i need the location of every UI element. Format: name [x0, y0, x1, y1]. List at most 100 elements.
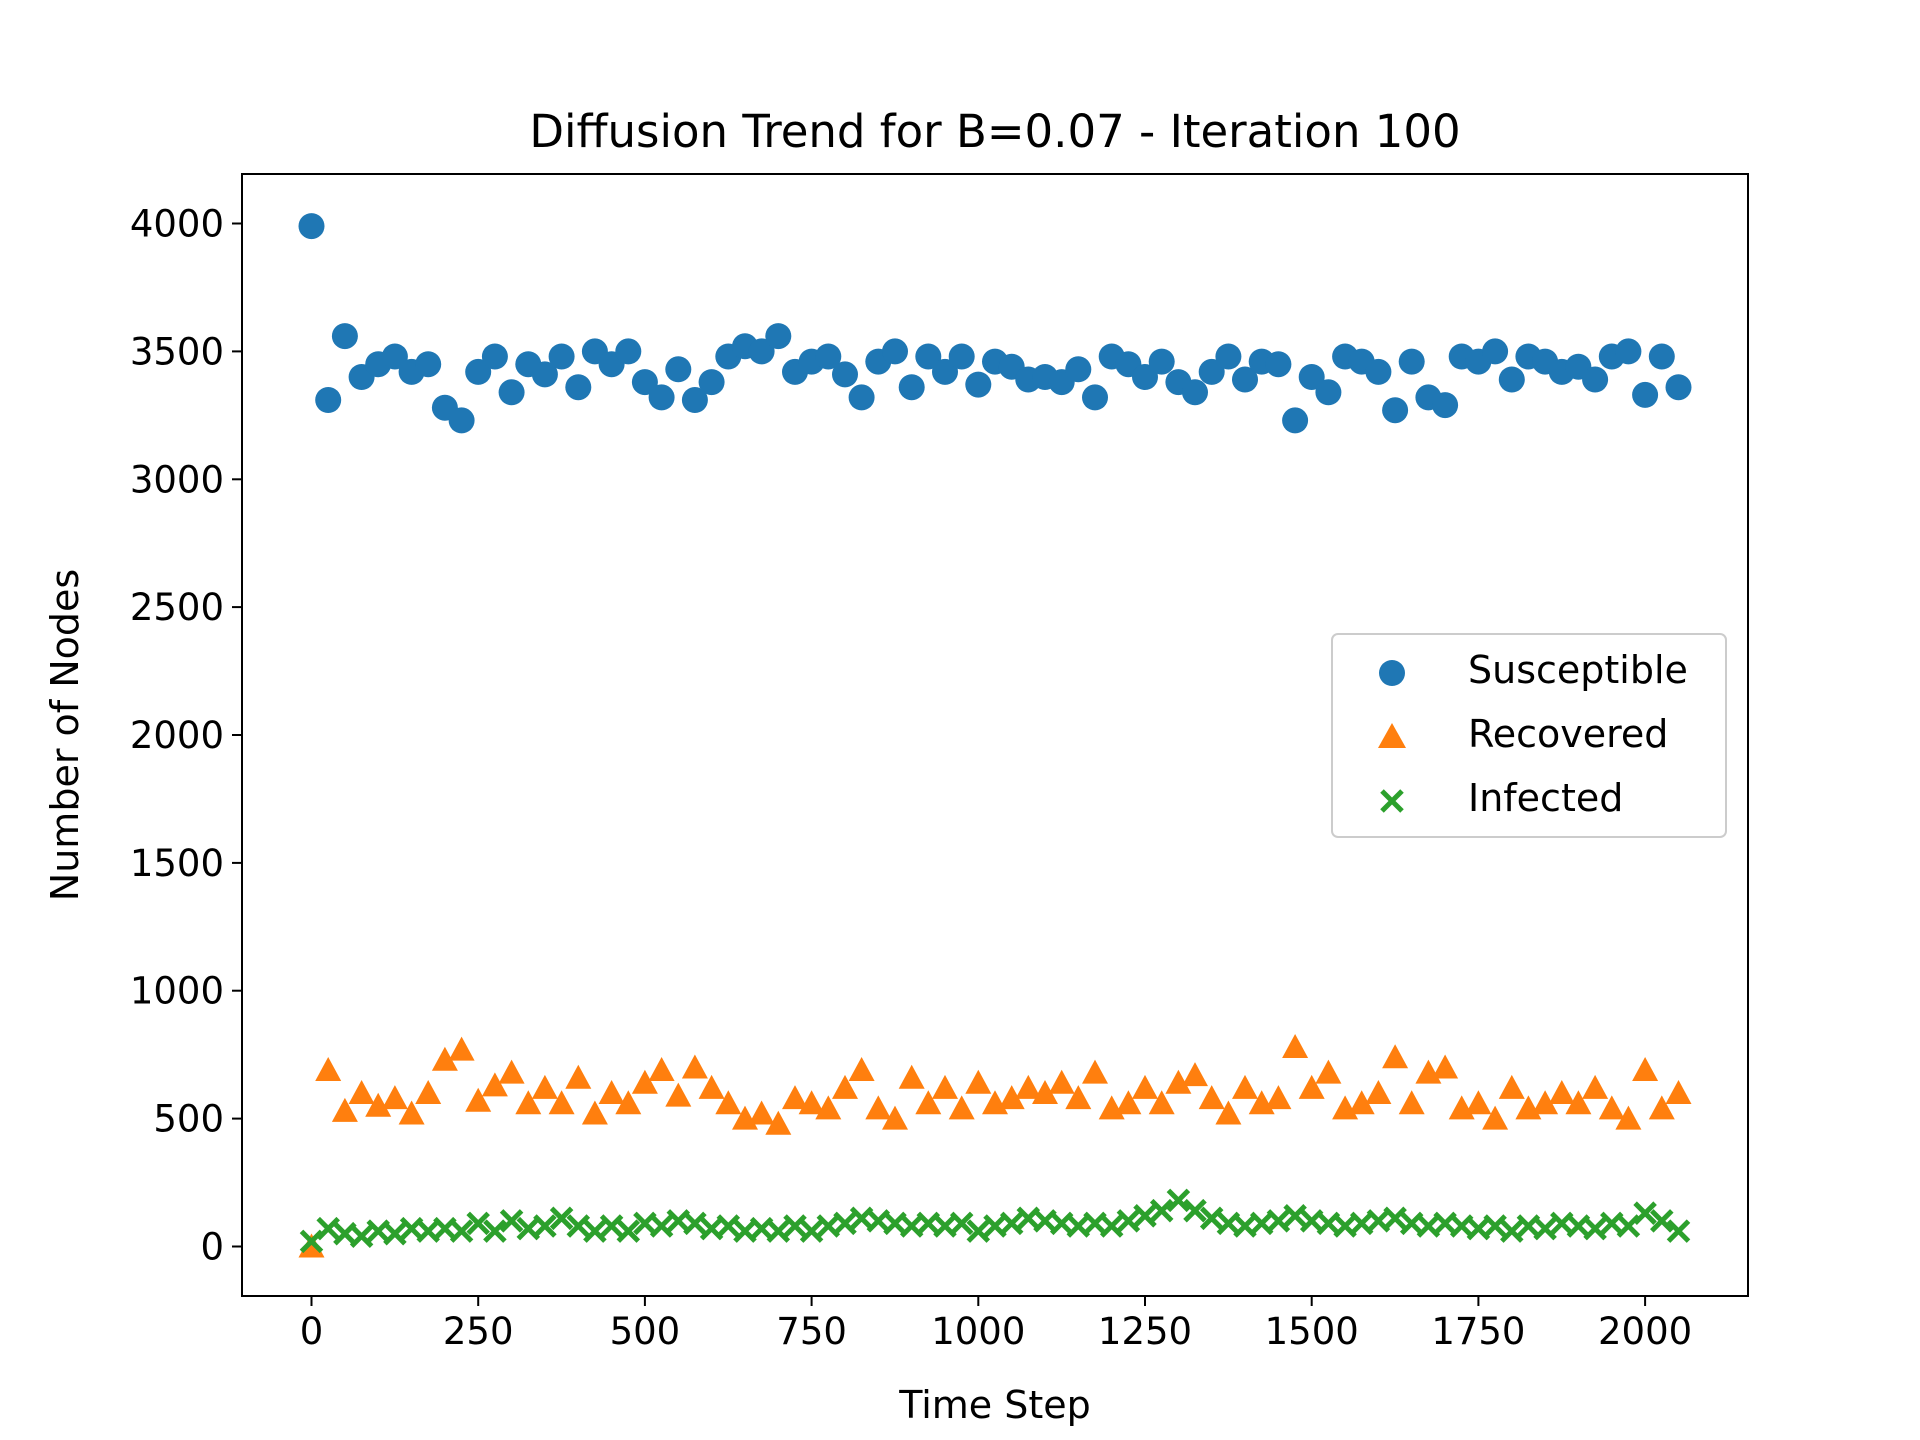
- recovered-point: [932, 1074, 958, 1099]
- infected-point: [1633, 1201, 1657, 1225]
- recovered-point: [1198, 1085, 1225, 1110]
- infected-point: [799, 1219, 824, 1243]
- susceptible-point: [765, 323, 792, 350]
- susceptible-point: [1182, 379, 1208, 406]
- infected-point: [1166, 1188, 1191, 1213]
- recovered-point: [1132, 1074, 1158, 1099]
- recovered-point: [865, 1095, 892, 1120]
- recovered-point: [498, 1059, 525, 1084]
- susceptible-point: [1432, 392, 1459, 419]
- recovered-point: [615, 1090, 642, 1115]
- recovered-point: [1265, 1085, 1292, 1110]
- recovered-point: [782, 1085, 808, 1110]
- susceptible-point: [1498, 366, 1525, 393]
- legend-susceptible-label: Susceptible: [1468, 648, 1688, 692]
- infected-point: [1199, 1206, 1224, 1231]
- susceptible-point: [1398, 348, 1425, 375]
- recovered-point: [698, 1074, 725, 1099]
- susceptible-point: [448, 407, 475, 434]
- susceptible-point: [1082, 384, 1108, 411]
- infected-point: [999, 1211, 1024, 1236]
- y-tick-label: 500: [153, 1098, 224, 1141]
- chart-title: Diffusion Trend for B=0.07 - Iteration 1…: [529, 105, 1460, 158]
- susceptible-point: [615, 338, 642, 365]
- x-axis: 0 250 500 750 1000 1250 1500 1750 2000: [300, 1296, 1692, 1353]
- recovered-point: [998, 1085, 1025, 1110]
- susceptible-point: [415, 351, 442, 378]
- y-tick-label: 3500: [130, 330, 224, 373]
- infected-point: [483, 1219, 507, 1243]
- recovered-point: [481, 1072, 508, 1097]
- legend-infected-label: Infected: [1468, 776, 1623, 820]
- susceptible-point: [898, 374, 925, 401]
- susceptible-point: [481, 343, 508, 370]
- recovered-point: [1365, 1080, 1392, 1104]
- infected-point: [783, 1214, 807, 1238]
- recovered-point: [1582, 1074, 1609, 1099]
- susceptible-point: [381, 343, 408, 370]
- recovered-point: [1565, 1090, 1592, 1115]
- susceptible-point: [648, 384, 675, 411]
- recovered-point: [665, 1082, 692, 1107]
- susceptible-point: [1665, 374, 1692, 401]
- susceptible-point: [1198, 358, 1225, 385]
- infected-series: [299, 1188, 1691, 1254]
- susceptible-point: [832, 361, 858, 388]
- recovered-point: [1315, 1059, 1342, 1084]
- infected-point: [1283, 1204, 1307, 1228]
- infected-point: [383, 1221, 407, 1246]
- recovered-point: [1082, 1059, 1108, 1084]
- x-tick-label: 0: [300, 1310, 324, 1353]
- infected-point: [949, 1211, 974, 1236]
- plot-area: [298, 213, 1692, 1258]
- susceptible-point: [1132, 364, 1158, 390]
- susceptible-point: [1265, 351, 1292, 378]
- susceptible-point: [565, 374, 592, 401]
- recovered-point: [965, 1069, 992, 1094]
- recovered-point: [431, 1046, 458, 1071]
- x-tick-label: 2000: [1598, 1310, 1692, 1353]
- recovered-point: [581, 1100, 608, 1125]
- susceptible-point: [548, 343, 575, 370]
- x-tick-label: 1250: [1098, 1310, 1192, 1353]
- susceptible-point: [698, 369, 725, 396]
- recovered-point: [1015, 1074, 1042, 1099]
- susceptible-point: [1648, 343, 1675, 370]
- infected-point: [533, 1214, 557, 1238]
- susceptible-point: [1148, 348, 1175, 375]
- infected-point: [649, 1214, 674, 1238]
- susceptible-point: [1298, 364, 1325, 390]
- susceptible-point: [681, 387, 708, 413]
- infected-point: [716, 1214, 741, 1238]
- susceptible-point: [1615, 338, 1642, 365]
- susceptible-point: [1632, 381, 1659, 408]
- recovered-point: [1665, 1080, 1692, 1104]
- infected-point: [349, 1224, 374, 1248]
- x-tick-label: 750: [776, 1310, 847, 1353]
- recovered-point: [1548, 1080, 1575, 1104]
- infected-point: [1099, 1214, 1124, 1238]
- susceptible-point: [882, 338, 908, 365]
- infected-point: [1616, 1214, 1641, 1238]
- recovered-point: [681, 1054, 708, 1079]
- y-tick-label: 1000: [130, 970, 224, 1013]
- susceptible-point: [631, 369, 658, 396]
- infected-point: [833, 1211, 857, 1236]
- legend: Susceptible Recovered Infected: [1331, 633, 1727, 838]
- infected-point: [616, 1219, 641, 1243]
- susceptible-point: [948, 343, 975, 370]
- recovered-point: [315, 1057, 342, 1081]
- x-axis-label: Time Step: [898, 1383, 1091, 1427]
- x-tick-label: 250: [443, 1310, 514, 1353]
- recovered-point: [365, 1092, 392, 1117]
- susceptible-point: [748, 338, 775, 365]
- y-axis-label: Number of Nodes: [43, 569, 87, 901]
- infected-point: [466, 1211, 490, 1236]
- recovered-point: [915, 1090, 942, 1115]
- recovered-point: [1298, 1074, 1325, 1099]
- susceptible-point: [665, 356, 692, 383]
- susceptible-point: [1232, 366, 1258, 393]
- recovered-point: [1182, 1062, 1208, 1087]
- susceptible-point: [848, 384, 875, 411]
